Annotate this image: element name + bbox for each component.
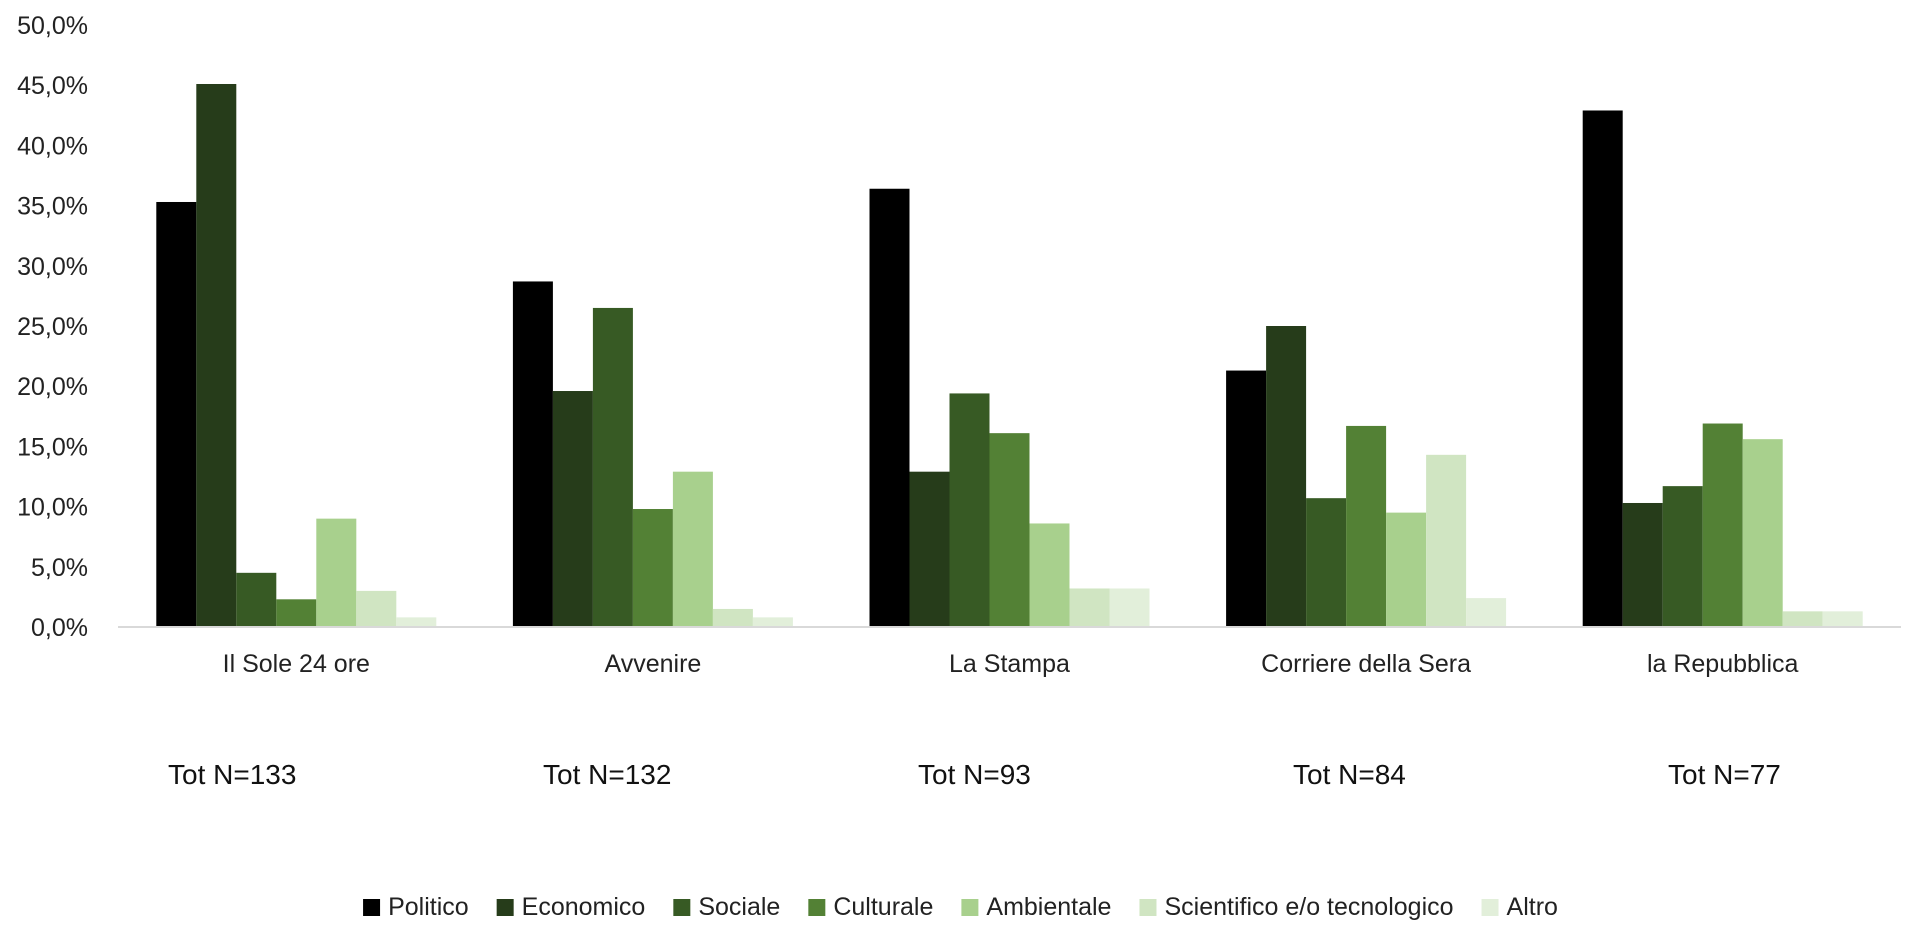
bar [1662,486,1703,627]
bar [1029,523,1070,627]
y-tick-label: 30,0% [17,253,88,281]
legend-label: Scientifico e/o tecnologico [1164,893,1453,921]
legend: Politico Economico Sociale Culturale Ambient… [363,893,1558,921]
total-labels: Tot N=133 Tot N=132 Tot N=93 Tot N=84 Tot N=… [168,759,1781,790]
y-tick-label: 35,0% [17,193,88,221]
total-label: Tot N=132 [543,759,671,790]
legend-swatch [363,899,381,916]
bar [632,509,673,627]
bar [1226,370,1267,627]
bar [1782,611,1823,627]
bar [752,617,793,627]
bars-group [156,83,1863,628]
bar [869,188,910,627]
total-label: Tot N=93 [918,759,1031,790]
y-tick-label: 0,0% [31,614,88,642]
bar [236,572,277,627]
legend-label: Ambientale [986,893,1111,921]
y-axis-ticks: 0,0% 5,0% 10,0% 15,0% 20,0% 25,0% 30,0% 35,0% 40… [17,12,88,642]
legend-swatch [496,899,514,916]
bar [1386,512,1427,627]
legend-swatch [961,899,979,916]
bar [909,471,950,627]
legend-swatch [808,899,826,916]
bar [1742,439,1783,627]
bar [989,433,1030,627]
bar [1622,502,1663,627]
bar [949,393,990,627]
bar [276,599,317,627]
total-label: Tot N=77 [1668,759,1781,790]
bar [1346,425,1387,627]
bar [712,608,753,627]
category-label: Avvenire [604,650,701,678]
y-tick-label: 20,0% [17,373,88,401]
bar [552,391,593,627]
bar [672,471,713,627]
total-label: Tot N=133 [168,759,296,790]
category-label: La Stampa [949,650,1070,678]
y-tick-label: 50,0% [17,12,88,40]
legend-label: Altro [1507,893,1558,921]
bar [1582,110,1623,627]
category-label: Corriere della Sera [1261,650,1471,678]
bar [1466,598,1507,627]
bar [1306,498,1347,627]
bar [1702,423,1743,627]
y-tick-label: 15,0% [17,433,88,461]
y-tick-label: 5,0% [31,554,88,582]
bar [592,307,633,627]
bar [1109,588,1150,627]
legend-label: Politico [388,893,469,921]
y-tick-label: 40,0% [17,132,88,160]
bar [1822,611,1863,627]
legend-label: Economico [522,893,646,921]
bar [316,518,357,627]
total-label: Tot N=84 [1293,759,1406,790]
bar [356,590,397,627]
category-label: Il Sole 24 ore [223,650,370,678]
bar [156,201,197,627]
y-tick-label: 45,0% [17,72,88,100]
y-tick-label: 10,0% [17,494,88,522]
y-tick-label: 25,0% [17,313,88,341]
bar [1266,326,1307,627]
legend-swatch [1481,899,1499,916]
legend-label: Culturale [833,893,933,921]
legend-swatch [1139,899,1157,916]
category-label: la Repubblica [1647,650,1799,678]
bar [1426,454,1467,627]
legend-label: Sociale [698,893,780,921]
category-labels: Il Sole 24 ore Avvenire La Stampa Corriere … [223,650,1799,678]
bar [1069,588,1110,627]
bar [512,281,553,627]
bar [396,617,437,627]
bar [196,83,237,628]
legend-swatch [673,899,691,916]
